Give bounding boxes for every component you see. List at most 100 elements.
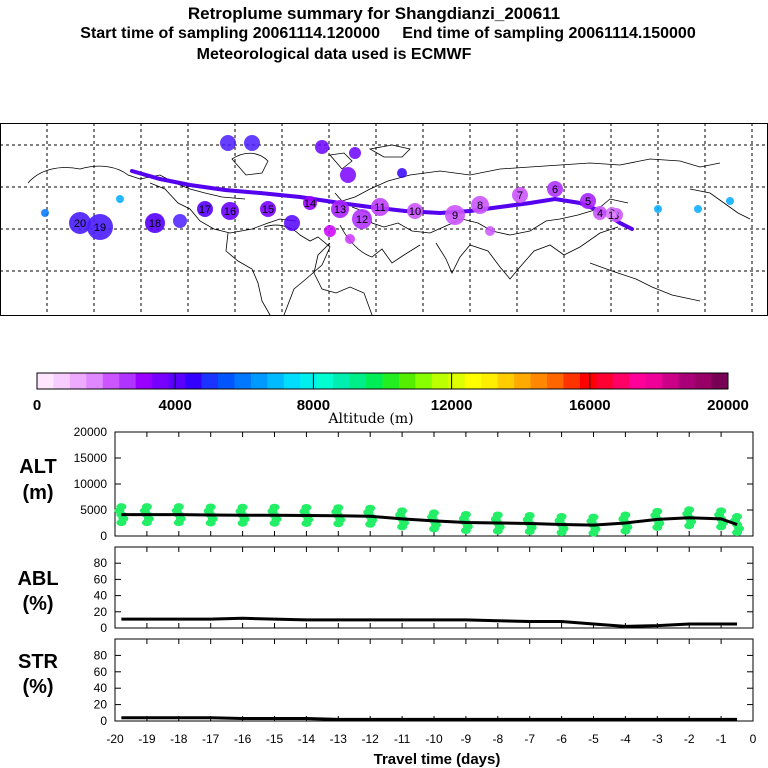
alt-scatter-point: [588, 529, 599, 537]
str-panel-label: STR: [18, 651, 59, 673]
x-tick-label: -10: [425, 732, 443, 746]
map-marker-label: 17: [199, 204, 211, 216]
colorbar-cell: [217, 373, 235, 389]
colorbar-tick-label: 8000: [297, 397, 330, 414]
y-tick-label: 20: [94, 605, 108, 619]
colorbar-cell: [349, 373, 367, 389]
colorbar-cell: [645, 373, 663, 389]
x-tick-label: -1: [716, 732, 727, 746]
map-marker: 11: [371, 198, 389, 216]
trajectory-map: 2019181716151413121110987654321: [0, 123, 768, 316]
alt-scatter-point: [524, 528, 535, 536]
colorbar-cell: [579, 373, 597, 389]
alt-scatter-point: [173, 519, 184, 527]
alt-scatter-point: [732, 529, 743, 537]
map-marker: [116, 195, 124, 203]
colorbar-cell: [695, 373, 713, 389]
y-tick-label: 80: [94, 648, 108, 662]
map-marker-label: 14: [304, 198, 316, 210]
alt-scatter-point: [237, 519, 248, 527]
time-series-panels: 20000 15000 10000 5000 0 80 60 40 20 0 80 60 40 20 0 -2…: [17, 425, 757, 768]
colorbar-cell: [185, 373, 203, 389]
x-tick-label: -8: [492, 732, 503, 746]
colorbar-cell: [547, 373, 564, 389]
map-marker: [284, 215, 300, 231]
map-marker: [397, 168, 407, 178]
map-marker: 1: [606, 210, 616, 222]
x-tick-label: -14: [298, 732, 316, 746]
map-marker-label: 10: [409, 206, 421, 218]
colorbar-cell: [497, 373, 515, 389]
map-marker-label: 15: [262, 204, 274, 216]
map-marker-label: 1: [608, 210, 614, 222]
map-marker: 20: [69, 212, 91, 234]
colorbar-cell: [612, 373, 630, 389]
y-tick-label: 20000: [74, 425, 108, 439]
y-tick-label: 80: [94, 556, 108, 570]
x-tick-label: -5: [588, 732, 599, 746]
x-tick-label: -3: [652, 732, 663, 746]
map-marker: 8: [471, 196, 489, 214]
y-tick-label: 0: [100, 621, 107, 635]
colorbar-cell: [563, 373, 581, 389]
alt-series-line: [121, 513, 738, 527]
x-tick-label: 0: [750, 732, 757, 746]
altitude-colorbar: 0 4000 8000 12000 16000 20000 Altitude (m): [33, 372, 749, 426]
map-marker-label: 19: [94, 222, 106, 234]
map-marker: 14: [303, 196, 317, 210]
x-tick-label: -12: [362, 732, 380, 746]
map-marker: [220, 135, 236, 151]
alt-scatter-point: [333, 520, 344, 528]
y-tick-label: 40: [94, 681, 108, 695]
colorbar-cell: [168, 373, 186, 389]
map-marker: 18: [145, 213, 165, 233]
colorbar-label: Altitude (m): [327, 411, 413, 426]
map-marker: 17: [197, 201, 213, 217]
map-marker: 6: [547, 181, 563, 197]
map-marker: 5: [580, 193, 596, 209]
colorbar-cell: [53, 373, 71, 389]
x-axis-label: Travel time (days): [374, 751, 501, 768]
map-marker: 4: [593, 206, 607, 220]
y-tick-label: 0: [100, 529, 107, 543]
map-marker: [244, 135, 260, 151]
colorbar-tick-label: 0: [33, 397, 41, 414]
map-marker: 15: [260, 201, 276, 217]
colorbar-cell: [135, 373, 153, 389]
alt-scatter-point: [652, 523, 663, 531]
map-marker-label: 11: [374, 202, 385, 214]
colorbar-tick-label: 16000: [569, 397, 611, 414]
map-marker-label: 5: [585, 196, 591, 208]
colorbar-cell: [398, 373, 416, 389]
colorbar-cell: [283, 373, 301, 389]
alt-scatter-point: [684, 522, 695, 530]
map-marker: [349, 147, 361, 159]
map-marker-label: 13: [334, 204, 346, 216]
colorbar-cell: [69, 373, 87, 389]
map-marker: [726, 197, 734, 205]
alt-scatter-point: [556, 529, 567, 537]
map-marker: 9: [445, 205, 465, 225]
alt-scatter-point: [365, 520, 376, 528]
x-tick-label: -9: [461, 732, 472, 746]
abl-series-line: [121, 616, 738, 628]
colorbar-tick-label: 4000: [159, 397, 192, 414]
colorbar-cell: [267, 373, 285, 389]
alt-scatter-point: [620, 527, 631, 535]
colorbar-cell: [596, 373, 614, 389]
map-marker-label: 8: [477, 200, 483, 212]
colorbar-cell: [102, 373, 120, 389]
map-marker: [340, 167, 356, 183]
colorbar-cell: [464, 373, 482, 389]
map-marker: [694, 205, 702, 213]
colorbar-cell: [86, 373, 104, 389]
map-marker-label: 4: [597, 208, 603, 220]
colorbar-cell: [448, 373, 466, 389]
alt-scatter-point: [460, 526, 471, 534]
abl-panel-label: ABL: [17, 568, 58, 590]
colorbar-cell: [316, 373, 334, 389]
colorbar-cell: [415, 373, 433, 389]
x-tick-label: -18: [170, 732, 188, 746]
abl-panel-unit: (%): [22, 593, 53, 615]
alt-scatter-point: [205, 519, 216, 527]
